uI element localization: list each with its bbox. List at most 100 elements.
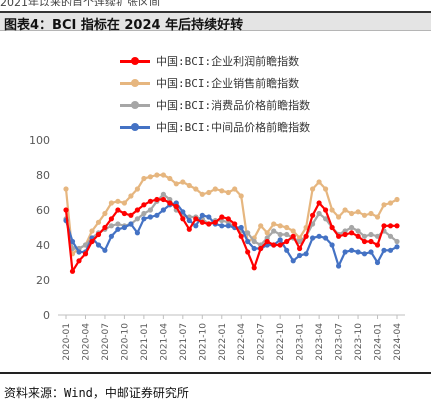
series-point-1 bbox=[264, 230, 270, 236]
series-point-0 bbox=[121, 210, 127, 217]
series-point-3 bbox=[134, 230, 140, 236]
series-point-3 bbox=[297, 252, 303, 259]
series-point-0 bbox=[76, 258, 82, 264]
series-point-1 bbox=[361, 212, 368, 218]
series-point-2 bbox=[387, 233, 394, 239]
series-point-1 bbox=[387, 200, 394, 206]
series-point-2 bbox=[297, 238, 303, 245]
series-point-2 bbox=[368, 231, 374, 238]
series-point-0 bbox=[381, 223, 387, 229]
series-point-2 bbox=[245, 230, 251, 236]
series-point-0 bbox=[147, 198, 153, 204]
x-tick-label: 2020-04 bbox=[81, 323, 91, 361]
series-point-3 bbox=[394, 244, 400, 250]
legend-label-consumer-price: 中国:BCI:消费品价格前瞻指数 bbox=[156, 99, 311, 112]
source-divider bbox=[0, 372, 431, 374]
series-point-3 bbox=[251, 245, 257, 252]
x-tick-label: 2021-04 bbox=[159, 323, 169, 361]
series-point-0 bbox=[355, 233, 361, 239]
series-point-2 bbox=[251, 238, 257, 245]
series-point-0 bbox=[69, 268, 76, 274]
x-tick-label: 2020-07 bbox=[101, 323, 111, 361]
series-point-0 bbox=[212, 219, 218, 225]
series-point-1 bbox=[277, 223, 283, 229]
series-point-0 bbox=[199, 219, 205, 225]
series-point-3 bbox=[154, 212, 160, 218]
series-point-1 bbox=[108, 200, 114, 206]
series-point-0 bbox=[82, 251, 89, 257]
series-point-0 bbox=[245, 249, 251, 255]
series-point-3 bbox=[225, 223, 231, 229]
series-point-3 bbox=[323, 235, 329, 241]
series-point-2 bbox=[361, 233, 368, 239]
x-tick-label: 2023-07 bbox=[335, 323, 345, 361]
series-point-0 bbox=[277, 242, 283, 248]
series-point-0 bbox=[134, 207, 140, 213]
legend-label-sales: 中国:BCI:企业销售前瞻指数 bbox=[156, 77, 300, 90]
x-tick-label: 2022-04 bbox=[237, 323, 247, 361]
y-tick-label: 0 bbox=[43, 309, 50, 322]
header-fragment: 2021年以来的首个连续扩张区间 bbox=[0, 0, 431, 6]
series-point-0 bbox=[336, 233, 342, 239]
series-point-3 bbox=[245, 238, 251, 245]
series-point-1 bbox=[95, 219, 102, 225]
series-point-3 bbox=[277, 237, 283, 243]
legend-label-intermediate-price: 中国:BCI:中间品价格前瞻指数 bbox=[156, 121, 311, 134]
series-point-1 bbox=[329, 207, 335, 213]
series-point-3 bbox=[361, 251, 368, 257]
series-point-3 bbox=[128, 221, 134, 227]
series-point-3 bbox=[199, 212, 205, 218]
series-point-3 bbox=[219, 223, 225, 229]
series-point-1 bbox=[186, 182, 192, 189]
legend-item-profit: 中国:BCI:企业利润前瞻指数 bbox=[120, 50, 400, 72]
series-point-3 bbox=[238, 224, 244, 231]
x-tick-label: 2023-04 bbox=[315, 323, 325, 361]
series-point-0 bbox=[329, 224, 335, 231]
series-point-3 bbox=[374, 259, 381, 266]
x-tick-label: 2024-04 bbox=[393, 323, 403, 361]
series-point-0 bbox=[310, 212, 316, 218]
series-point-1 bbox=[316, 179, 322, 185]
series-point-3 bbox=[95, 242, 102, 248]
series-point-0 bbox=[238, 233, 244, 239]
y-tick-label: 20 bbox=[36, 274, 50, 287]
series-point-1 bbox=[180, 179, 186, 185]
series-line-0 bbox=[64, 198, 397, 273]
series-point-1 bbox=[342, 207, 348, 213]
series-point-3 bbox=[141, 216, 147, 222]
chart: 0 20 40 60 80 100 2020-01 2020-04 2020-07 2020-10… bbox=[29, 134, 405, 361]
series-point-0 bbox=[141, 202, 147, 208]
legend-swatch-intermediate-price bbox=[120, 121, 150, 133]
series-point-2 bbox=[134, 216, 140, 222]
series-point-3 bbox=[147, 214, 153, 220]
series-point-1 bbox=[290, 228, 296, 234]
series-point-0 bbox=[225, 216, 231, 222]
series-point-1 bbox=[160, 172, 166, 178]
series-point-3 bbox=[76, 249, 82, 255]
series-point-1 bbox=[147, 174, 153, 180]
legend-item-intermediate-price: 中国:BCI:中间品价格前瞻指数 bbox=[120, 116, 400, 138]
series-point-0 bbox=[394, 223, 400, 229]
series-point-2 bbox=[355, 228, 361, 234]
series-point-0 bbox=[303, 233, 309, 239]
y-tick-label: 40 bbox=[36, 239, 50, 252]
series-point-0 bbox=[108, 216, 114, 222]
series-point-0 bbox=[323, 207, 329, 213]
series-point-0 bbox=[206, 221, 212, 227]
series-point-1 bbox=[374, 214, 381, 220]
x-tick-label: 2022-07 bbox=[257, 323, 267, 361]
series-point-3 bbox=[329, 242, 335, 248]
series-point-2 bbox=[284, 231, 290, 238]
series-point-3 bbox=[206, 214, 212, 220]
x-tick-label: 2022-10 bbox=[276, 323, 286, 361]
series-point-1 bbox=[310, 186, 316, 192]
x-tick-label: 2023-01 bbox=[296, 323, 306, 361]
series-point-3 bbox=[69, 238, 76, 245]
series-point-1 bbox=[349, 210, 355, 217]
series-point-1 bbox=[206, 189, 212, 196]
legend-swatch-profit bbox=[120, 55, 150, 67]
legend-label-profit: 中国:BCI:企业利润前瞻指数 bbox=[156, 55, 300, 68]
series-point-0 bbox=[154, 196, 160, 203]
series-point-0 bbox=[89, 238, 95, 245]
series-point-1 bbox=[284, 224, 290, 231]
